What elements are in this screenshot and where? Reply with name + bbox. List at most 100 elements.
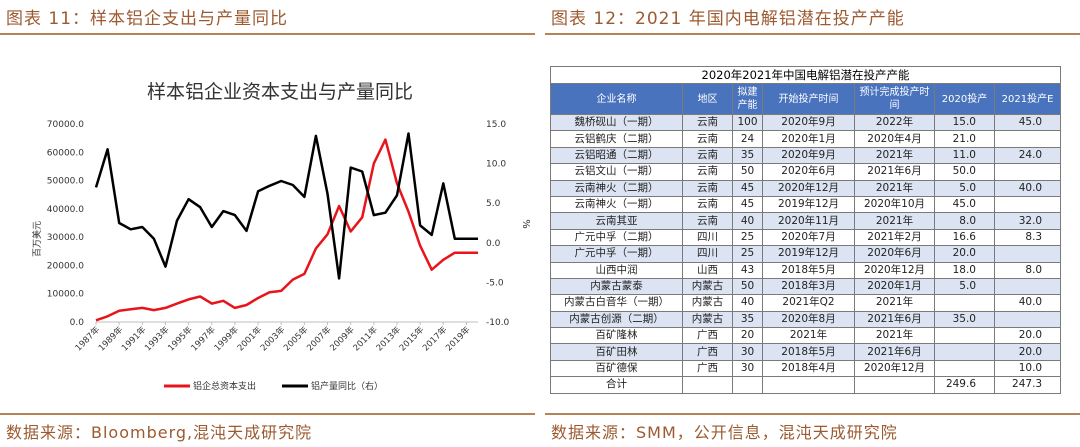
source-rule (545, 413, 1080, 415)
table-cell: 45.0 (993, 113, 1062, 132)
capacity-table: 2020年2021年中国电解铝潜在投产产能 企业名称 地区 拟建产能 开始投产时间 预计… (549, 66, 1062, 394)
x-tick-label: 2017年 (420, 324, 449, 353)
y-tick-label: 30000.0 (47, 233, 84, 243)
capex-output-chart: 样本铝企业资本支出与产量同比 百万美元 % 70000.0 60000.0 5000… (31, 81, 531, 392)
table-row: 云南神火（一期） 云南 45 2019年12月 2020年10月 45.0 (550, 195, 1062, 214)
figure-11-source: 数据来源：Bloomberg,混沌天成研究院 (6, 423, 313, 442)
table-cell: 云南 (682, 130, 733, 148)
table-cell: 2020年9月 (762, 113, 855, 132)
table-row: 魏桥砚山（一期） 云南 100 2020年9月 2022年 15.0 45.0 (550, 113, 1062, 132)
x-tick-label: 1999年 (212, 324, 241, 353)
table-row: 山西中润 山西 43 2018年5月 2020年12月 18.0 8.0 (550, 261, 1062, 279)
table-cell: 45.0 (934, 195, 995, 214)
table-row: 百矿田林 广西 30 2018年5月 2021年6月 20.0 (550, 343, 1062, 361)
table-cell (934, 343, 995, 361)
table-header-cell: 地区 (682, 83, 733, 115)
table-cell: 内蒙古 (682, 277, 733, 296)
y-tick-label: 20000.0 (47, 261, 84, 271)
table-cell: 2021年2月 (854, 228, 935, 247)
table-cell: 云南 (682, 195, 733, 214)
table-cell: 30 (732, 343, 763, 361)
table-cell: 四川 (682, 245, 733, 263)
table-cell: 40.0 (993, 179, 1062, 197)
table-cell: 内蒙古白音华（一期） (550, 294, 683, 312)
table-cell: 8.3 (993, 228, 1062, 247)
table-header-row: 企业名称 地区 拟建产能 开始投产时间 预计完成投产时间 2020投产 2021投产E (550, 83, 1062, 115)
table-cell: 广西 (682, 359, 733, 378)
table-cell: 2021年 (854, 327, 935, 345)
table-cell: 50.0 (934, 163, 995, 181)
table-header-cell: 开始投产时间 (762, 83, 855, 115)
table-row: 云铝鹤庆（二期） 云南 24 2020年1月 2020年4月 21.0 (550, 130, 1062, 148)
table-row: 内蒙古白音华（一期） 内蒙古 40 2021年Q2 2021年 40.0 (550, 294, 1062, 312)
x-axis-ticks: 1987年1989年1991年1993年1995年1997年1999年2001年… (73, 322, 473, 353)
table-cell: 2018年5月 (762, 343, 855, 361)
table-cell: 40.0 (993, 294, 1062, 312)
table-cell: 11.0 (934, 146, 995, 165)
table-row: 广元中孚（二期） 四川 25 2020年7月 2021年2月 16.6 8.3 (550, 228, 1062, 247)
x-tick-label: 2001年 (235, 324, 264, 353)
table-cell: 云南 (682, 113, 733, 132)
left-panel: 图表 11：样本铝企支出与产量同比 样本铝企业资本支出与产量同比 百万美元 % … (0, 0, 535, 447)
table-cell: 广西 (682, 327, 733, 345)
series-lines (94, 132, 478, 322)
table-cell: 45 (732, 179, 763, 197)
y2-axis-ticks: 15.0 10.0 5.0 0.0 -5.0 -10.0 (486, 120, 510, 328)
table-header-cell: 2020投产 (934, 83, 995, 115)
table-cell: 2020年12月 (854, 261, 935, 279)
table-row: 云铝文山（一期） 云南 50 2020年6月 2021年6月 50.0 (550, 163, 1062, 181)
table-cell: 5.0 (934, 179, 995, 197)
y2-axis-label: % (520, 219, 531, 229)
table-row: 百矿德保 广西 30 2018年4月 2020年12月 10.0 (550, 359, 1062, 378)
table-cell (934, 327, 995, 345)
table-cell: 2020年12月 (762, 179, 855, 197)
table-cell: 21.0 (934, 130, 995, 148)
table-cell: 15.0 (934, 113, 995, 132)
table-cell: 百矿德保 (550, 359, 683, 378)
table-cell: 2021年Q2 (762, 294, 855, 312)
x-tick-label: 2015年 (397, 324, 426, 353)
x-tick-label: 1993年 (142, 324, 171, 353)
table-cell: 2021年 (854, 146, 935, 165)
table-cell: 20.0 (934, 245, 995, 263)
y2-tick-label: 10.0 (486, 160, 506, 170)
table-cell: 50 (732, 163, 763, 181)
table-cell: 2022年 (854, 113, 935, 132)
x-tick-label: 1991年 (119, 324, 148, 353)
table-cell: 40 (732, 294, 763, 312)
table-cell: 广西 (682, 343, 733, 361)
table-cell: 云南 (682, 146, 733, 165)
table-cell: 2020年9月 (762, 146, 855, 165)
series-line-capex (95, 138, 478, 322)
figure-12-title: 图表 12：2021 年国内电解铝潜在投产产能 (551, 9, 905, 29)
table-cell (682, 376, 733, 394)
table-cell: 2018年4月 (762, 359, 855, 378)
y2-tick-label: 0.0 (486, 239, 501, 249)
table-cell: 50 (732, 277, 763, 296)
y-tick-label: 60000.0 (47, 148, 84, 158)
x-tick-label: 1987年 (73, 324, 102, 353)
table-cell: 24 (732, 130, 763, 148)
table-cell (993, 245, 1062, 263)
y2-tick-label: 15.0 (486, 120, 506, 130)
y2-tick-label: -5.0 (486, 278, 504, 288)
table-cell: 2020年11月 (762, 212, 855, 230)
x-tick-label: 2019年 (443, 324, 472, 353)
table-cell (934, 359, 995, 378)
table-total-row: 合计 249.6 247.3 (550, 376, 1062, 394)
table-caption: 2020年2021年中国电解铝潜在投产产能 (549, 66, 1062, 84)
y-axis-label: 百万美元 (31, 221, 43, 257)
source-rule (0, 413, 535, 415)
legend: 铝企总资本支出 铝产量同比（右） (164, 380, 383, 392)
table-cell: 百矿田林 (550, 343, 683, 361)
x-tick-label: 2009年 (328, 324, 357, 353)
table-cell: 43 (732, 261, 763, 279)
table-cell: 2020年1月 (854, 277, 935, 296)
table-cell: 内蒙古蒙泰 (550, 277, 683, 296)
table-cell: 2019年12月 (762, 195, 855, 214)
table-cell: 2021年 (762, 327, 855, 345)
table-cell (732, 376, 763, 394)
table-cell: 2020年1月 (762, 130, 855, 148)
table-cell: 20.0 (993, 343, 1062, 361)
table-cell: 山西中润 (550, 261, 683, 279)
